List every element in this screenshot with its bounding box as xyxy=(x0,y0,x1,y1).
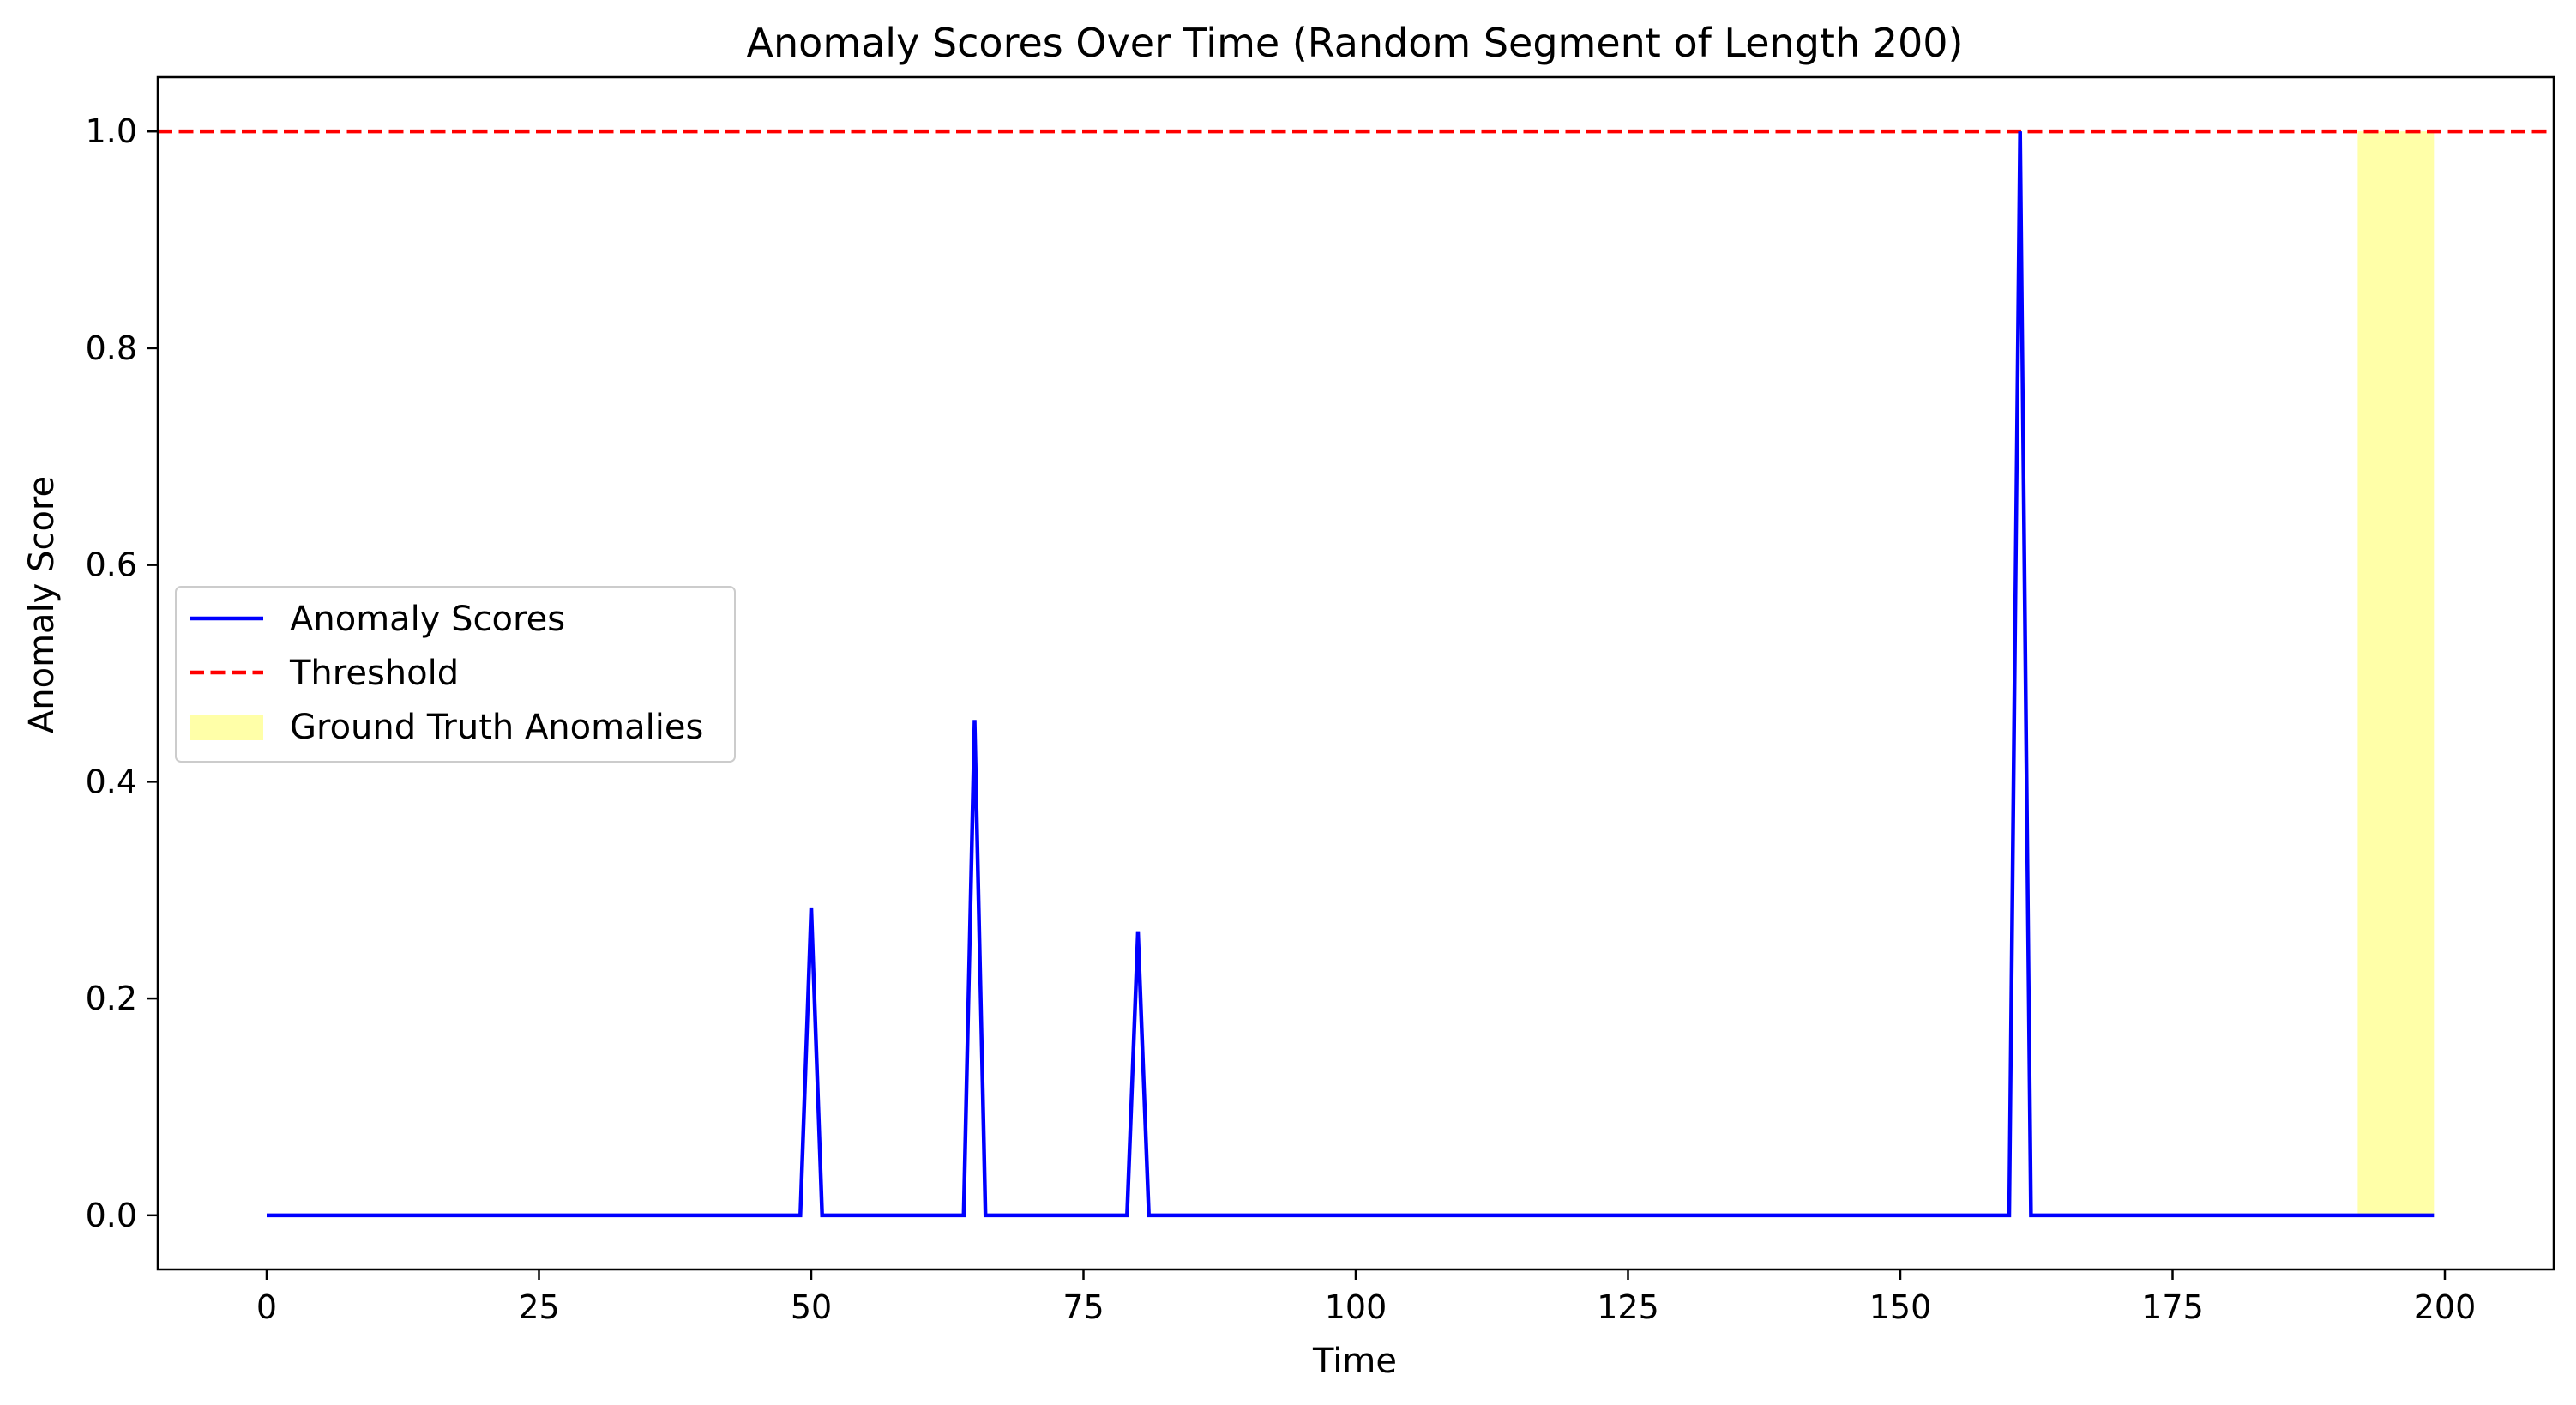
y-axis-title: Anomaly Score xyxy=(22,476,62,733)
y-tick-label: 0.2 xyxy=(86,980,137,1017)
y-axis: 0.0 0.2 0.4 0.6 0.8 1.0 xyxy=(86,112,158,1234)
legend-ground-truth-swatch xyxy=(190,715,263,740)
legend-anomaly-scores-label: Anomaly Scores xyxy=(290,600,565,639)
chart-title: Anomaly Scores Over Time (Random Segment… xyxy=(747,20,1964,66)
x-tick-label: 150 xyxy=(1869,1288,1932,1326)
x-tick-label: 125 xyxy=(1597,1288,1659,1326)
y-tick-label: 0.0 xyxy=(86,1197,137,1234)
y-tick-label: 0.8 xyxy=(86,329,137,367)
x-tick-label: 0 xyxy=(256,1288,277,1326)
anomaly-scores-line xyxy=(267,131,2435,1218)
y-tick-label: 0.4 xyxy=(86,763,137,800)
legend-box xyxy=(175,586,736,763)
legend-ground-truth-label: Ground Truth Anomalies xyxy=(290,708,703,747)
plot-area xyxy=(158,129,2554,1218)
x-axis-title: Time xyxy=(1312,1342,1397,1381)
x-axis: 0 25 50 75 100 125 150 175 200 xyxy=(256,1269,2476,1326)
legend-threshold-label: Threshold xyxy=(289,654,459,693)
x-tick-label: 50 xyxy=(791,1288,832,1326)
y-tick-label: 0.6 xyxy=(86,546,137,584)
y-tick-label: 1.0 xyxy=(86,112,137,150)
x-tick-label: 75 xyxy=(1062,1288,1104,1326)
ground-truth-anomaly-region xyxy=(2357,131,2435,1215)
x-tick-label: 100 xyxy=(1325,1288,1387,1326)
legend: Anomaly Scores Threshold Ground Truth Anom… xyxy=(175,586,736,763)
x-tick-label: 200 xyxy=(2414,1288,2477,1326)
x-tick-label: 175 xyxy=(2141,1288,2204,1326)
x-tick-label: 25 xyxy=(518,1288,559,1326)
